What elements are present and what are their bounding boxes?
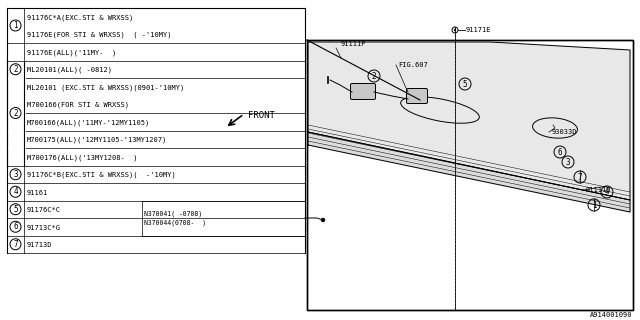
Polygon shape [308, 42, 630, 200]
Text: 2: 2 [13, 65, 18, 74]
Text: 91111P: 91111P [341, 41, 367, 47]
Text: A914001090: A914001090 [589, 312, 632, 318]
Text: 2: 2 [372, 71, 376, 81]
Bar [307, 40, 633, 310]
Text: 1: 1 [592, 201, 596, 210]
Text: 7: 7 [578, 172, 582, 181]
Text: 91713C*G: 91713C*G [27, 225, 61, 231]
Text: 91176E(ALL)('11MY-  ): 91176E(ALL)('11MY- ) [27, 49, 116, 56]
Text: M700176(ALL)('13MY1208-  ): M700176(ALL)('13MY1208- ) [27, 154, 138, 161]
Text: FIG.607: FIG.607 [398, 62, 428, 68]
Text: 5: 5 [463, 79, 467, 89]
Text: 91176E(FOR STI & WRXSS)  ( -'10MY): 91176E(FOR STI & WRXSS) ( -'10MY) [27, 32, 172, 38]
Text: N370041( -0708): N370041( -0708) [144, 210, 202, 217]
Text: 91176C*B(EXC.STI & WRXSS)(  -'10MY): 91176C*B(EXC.STI & WRXSS)( -'10MY) [27, 172, 176, 178]
Text: ML20101(ALL)( -0812): ML20101(ALL)( -0812) [27, 67, 112, 73]
Text: 3: 3 [13, 170, 18, 179]
Text: M700166(ALL)('11MY-'12MY1105): M700166(ALL)('11MY-'12MY1105) [27, 119, 150, 126]
Text: 91176C*A(EXC.STI & WRXSS): 91176C*A(EXC.STI & WRXSS) [27, 14, 133, 21]
Text: 6: 6 [557, 148, 563, 156]
Text: 1: 1 [13, 21, 18, 30]
Text: 91161: 91161 [27, 190, 48, 196]
Text: FRONT: FRONT [248, 110, 275, 119]
Text: 93033D: 93033D [552, 129, 577, 135]
Text: 91713D: 91713D [27, 242, 52, 248]
Text: ML20101 (EXC.STI & WRXSS)(0901-'10MY): ML20101 (EXC.STI & WRXSS)(0901-'10MY) [27, 84, 184, 91]
Polygon shape [308, 132, 630, 212]
Text: 91171E: 91171E [466, 27, 492, 33]
Text: N370044(0708-  ): N370044(0708- ) [144, 219, 206, 226]
Text: 3: 3 [566, 157, 570, 166]
Text: 4: 4 [13, 187, 18, 196]
Circle shape [321, 218, 325, 222]
Text: 7: 7 [13, 240, 18, 249]
Bar [307, 40, 633, 310]
Circle shape [454, 29, 456, 31]
FancyBboxPatch shape [351, 84, 376, 100]
Text: M700175(ALL)('12MY1105-'13MY1207): M700175(ALL)('12MY1105-'13MY1207) [27, 137, 167, 143]
FancyBboxPatch shape [406, 89, 428, 103]
Text: 5: 5 [13, 205, 18, 214]
Text: 4: 4 [605, 188, 609, 196]
Text: 91176C*C: 91176C*C [27, 207, 61, 213]
Text: M700166(FOR STI & WRXSS): M700166(FOR STI & WRXSS) [27, 102, 129, 108]
Text: 6: 6 [13, 222, 18, 231]
Text: 2: 2 [13, 108, 18, 117]
Text: 91111D: 91111D [586, 187, 611, 193]
